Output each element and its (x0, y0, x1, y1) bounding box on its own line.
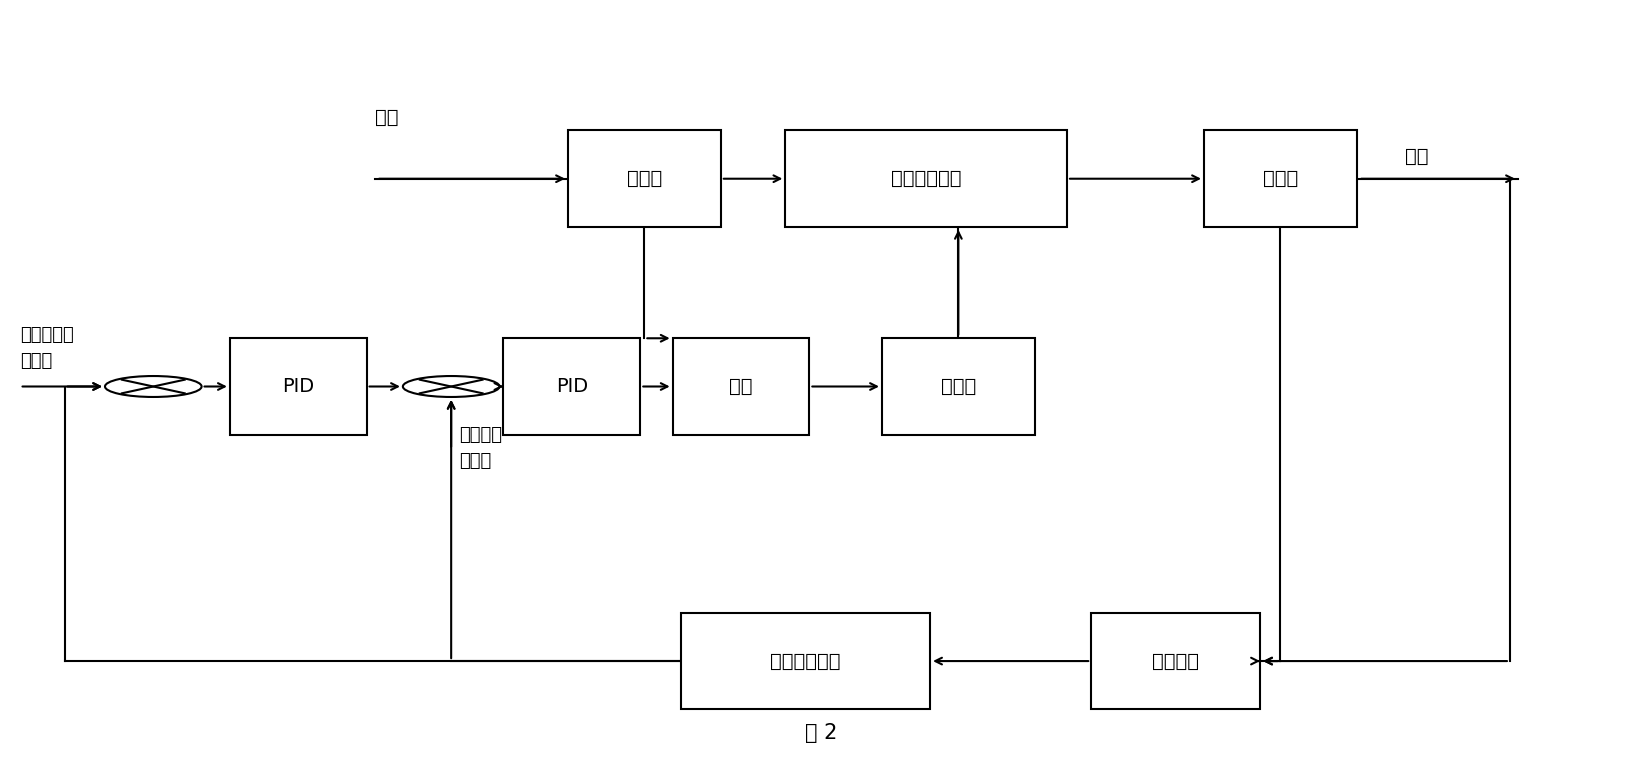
Text: 沉淀池: 沉淀池 (1263, 169, 1298, 188)
Text: 进水: 进水 (375, 107, 398, 127)
Text: 混合、反应池: 混合、反应池 (891, 169, 961, 188)
Text: 沉淀水浊度: 沉淀水浊度 (20, 325, 74, 343)
Text: 出水: 出水 (1405, 147, 1429, 166)
Text: 流量计: 流量计 (626, 169, 662, 188)
Bar (672, 339, 810, 434)
Bar (785, 131, 1066, 227)
Bar (680, 613, 930, 710)
Text: 图 2: 图 2 (805, 723, 838, 743)
Text: 浊度测量: 浊度测量 (1152, 652, 1199, 670)
Text: 加注泵: 加注泵 (941, 377, 976, 396)
Bar (882, 339, 1035, 434)
Text: 乘法: 乘法 (729, 377, 752, 396)
Bar (568, 131, 721, 227)
Ellipse shape (403, 376, 499, 397)
Text: 目标值: 目标值 (460, 451, 491, 470)
Text: 沉淀速度测量: 沉淀速度测量 (771, 652, 841, 670)
Text: 沉淀速度: 沉淀速度 (460, 426, 503, 444)
Text: PID: PID (555, 377, 588, 396)
Bar (1204, 131, 1357, 227)
Bar (230, 339, 366, 434)
Bar (503, 339, 641, 434)
Bar (1091, 613, 1260, 710)
Text: PID: PID (283, 377, 314, 396)
Ellipse shape (105, 376, 202, 397)
Text: 设定值: 设定值 (20, 352, 53, 369)
